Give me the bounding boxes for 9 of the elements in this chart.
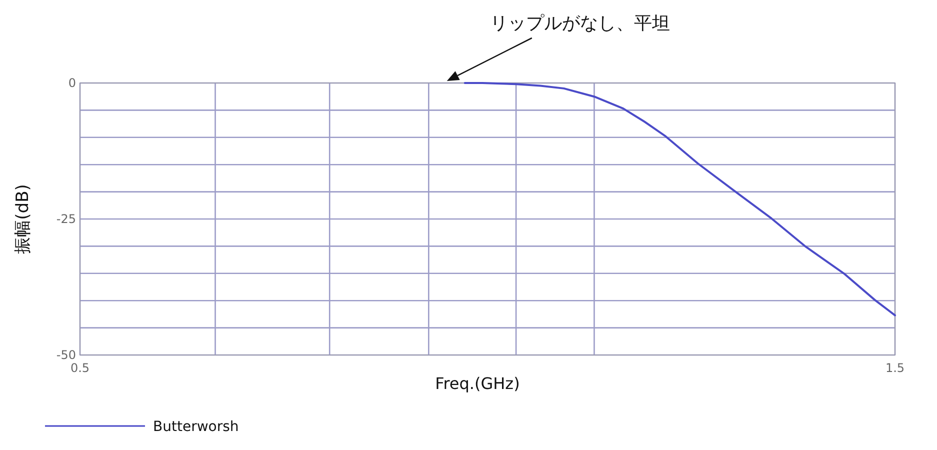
text: Butterworsh (153, 419, 239, 435)
text: リップルがなし、平坦 (490, 13, 670, 34)
y-axis-title: 振幅(dB) (13, 184, 33, 254)
x-tick-label: 1.5 (885, 361, 905, 375)
x-axis-title: Freq.(GHz) (435, 374, 520, 393)
x-tick-label: 0.5 (70, 361, 90, 375)
y-tick-label: -50 (56, 348, 76, 362)
y-tick-label: 0 (68, 76, 76, 90)
y-tick-label: -25 (56, 212, 76, 226)
